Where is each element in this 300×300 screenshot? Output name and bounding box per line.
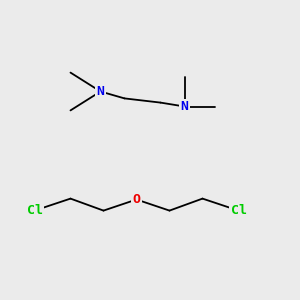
Text: N: N [97, 85, 104, 98]
Text: Cl: Cl [230, 204, 247, 217]
Text: O: O [133, 193, 140, 206]
Text: Cl: Cl [26, 204, 43, 217]
Text: N: N [181, 100, 188, 113]
